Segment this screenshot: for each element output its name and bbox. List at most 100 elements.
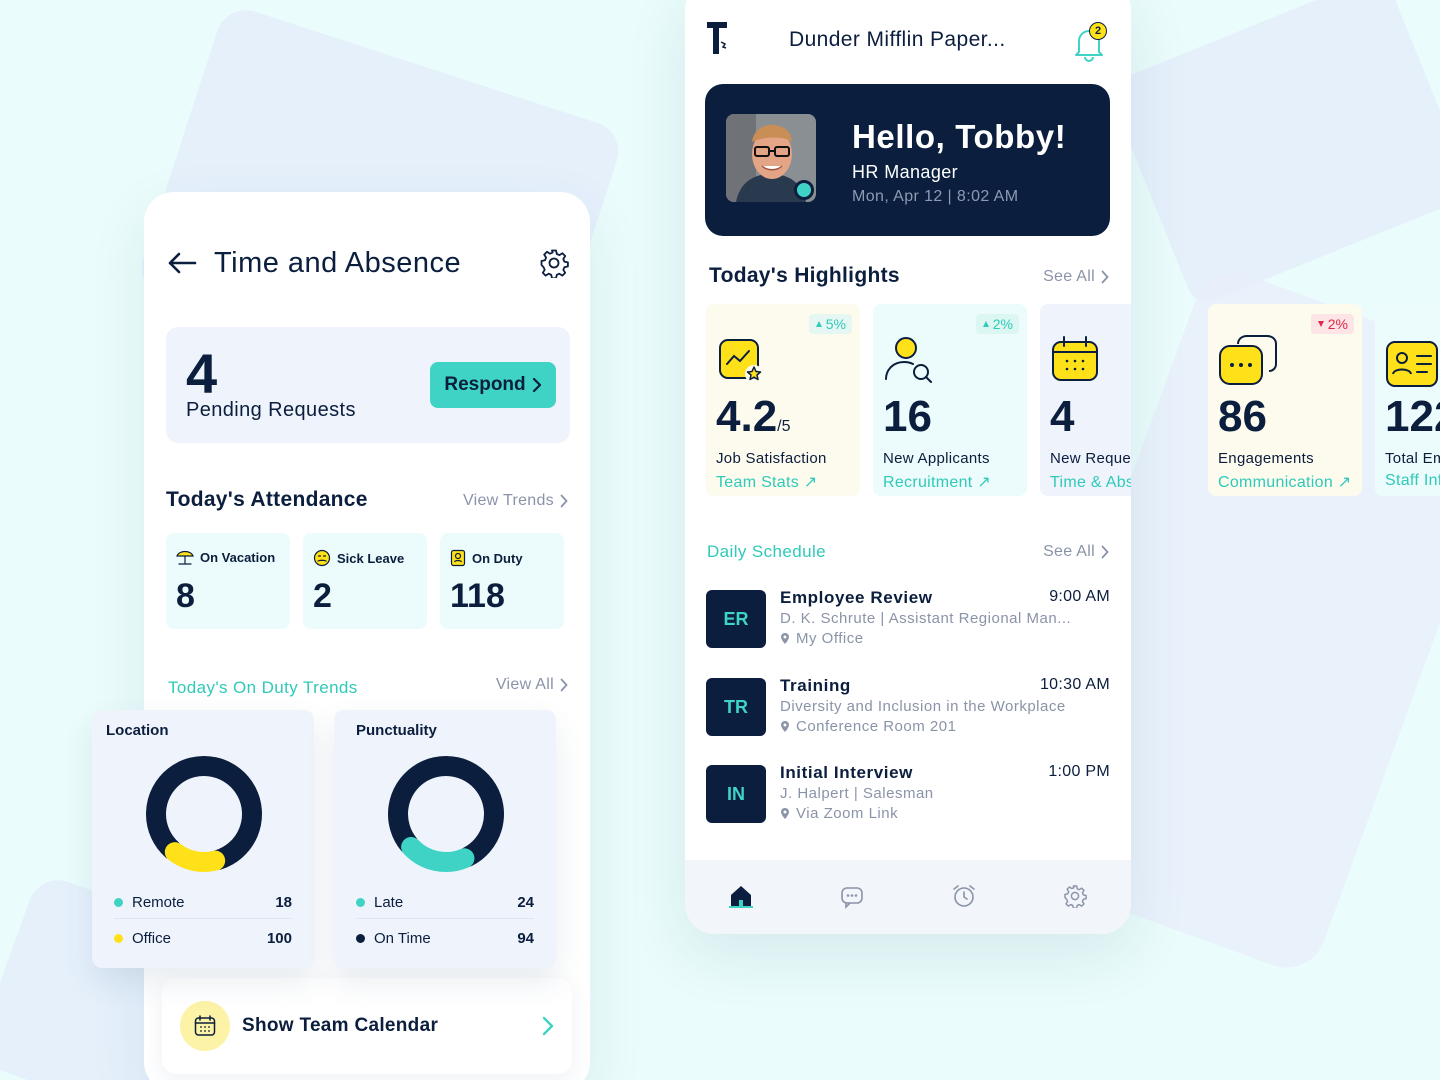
chat-bubbles-icon	[1218, 334, 1278, 393]
avatar[interactable]	[726, 114, 816, 202]
legend-value: 24	[517, 893, 534, 911]
alarm-clock-icon[interactable]	[944, 880, 984, 912]
umbrella-icon	[176, 550, 194, 565]
highlight-link[interactable]: Team Stats ↗	[716, 474, 818, 491]
event-location: My Office	[780, 630, 864, 647]
legend-value: 18	[275, 893, 292, 911]
highlight-card-new-applicants[interactable]: 2% 16 New Applicants Recruitment ↗	[873, 304, 1027, 496]
highlight-card-total-employees[interactable]: 122 Total Employees Staff Info	[1375, 304, 1440, 496]
arrow-up-icon	[982, 321, 989, 327]
show-team-calendar-label: Show Team Calendar	[242, 1015, 439, 1036]
highlight-value: 86	[1218, 392, 1267, 441]
highlight-value: 4.2/5	[716, 392, 791, 441]
company-name: Dunder Mifflin Paper...	[789, 28, 1006, 51]
company-logo	[705, 20, 731, 61]
sick-face-icon	[313, 549, 331, 567]
event-title: Training	[780, 676, 851, 695]
legend-row-remote: Remote 18	[114, 888, 292, 916]
event-time: 9:00 AM	[1049, 588, 1110, 605]
attendance-title: Today's Attendance	[166, 488, 368, 511]
chevron-right-icon	[1101, 270, 1109, 284]
chevron-right-icon	[532, 377, 541, 393]
background-shape	[1105, 0, 1440, 308]
attendance-label: On Vacation	[176, 549, 275, 565]
attendance-card-duty[interactable]: On Duty 118	[440, 533, 564, 629]
highlight-value: 16	[883, 392, 932, 441]
back-arrow-icon[interactable]	[166, 247, 198, 279]
user-search-icon	[883, 334, 933, 389]
arrow-down-icon	[1317, 321, 1324, 327]
pending-requests-card: 4 Pending Requests Respond	[166, 327, 570, 443]
event-subtitle: J. Halpert | Salesman	[780, 785, 934, 802]
highlight-link[interactable]: Staff Info	[1385, 472, 1440, 489]
highlight-card-new-requests[interactable]: 1% 4 New Requests Time & Absence ↗	[1040, 304, 1131, 496]
chevron-right-icon	[560, 678, 568, 692]
legend-dot	[114, 933, 123, 943]
highlight-link[interactable]: Communication ↗	[1218, 474, 1352, 491]
attendance-card-sick[interactable]: Sick Leave 2	[303, 533, 427, 629]
attendance-card-vacation[interactable]: On Vacation 8	[166, 533, 290, 629]
donut-segment-remote	[164, 842, 226, 872]
legend-name: Remote	[132, 893, 185, 911]
punctuality-chart-card: Punctuality Late 24 On Time 94	[334, 710, 556, 968]
highlight-label: New Applicants	[883, 450, 990, 467]
event-time: 1:00 PM	[1048, 763, 1110, 780]
dashboard-lower-section: Daily Schedule See All ER Employee Revie…	[685, 0, 1131, 934]
legend-dot	[356, 897, 365, 907]
location-donut-chart	[146, 756, 262, 872]
badge-icon	[450, 549, 466, 567]
legend-row-late: Late 24	[356, 888, 534, 916]
attendance-label: Sick Leave	[313, 549, 404, 567]
donut-segment-office	[146, 756, 262, 870]
schedule-item[interactable]: IN Initial Interview 1:00 PM J. Halpert …	[706, 755, 1110, 823]
legend-name: Office	[132, 929, 171, 947]
view-trends-link[interactable]: View Trends	[463, 492, 568, 510]
punctuality-donut-chart	[388, 756, 504, 872]
legend-dot	[114, 897, 123, 907]
attendance-value: 118	[450, 577, 505, 615]
gear-icon[interactable]	[538, 247, 570, 279]
highlights-title: Today's Highlights	[709, 264, 900, 287]
chevron-right-icon	[1101, 545, 1109, 559]
schedule-item[interactable]: ER Employee Review 9:00 AM D. K. Schrute…	[706, 580, 1110, 648]
on-duty-trends-title: Today's On Duty Trends	[168, 678, 358, 697]
home-icon[interactable]	[721, 880, 761, 912]
location-pin-icon	[781, 633, 789, 644]
greeting-card: Hello, Tobby! HR Manager Mon, Apr 12 | 8…	[705, 84, 1110, 236]
change-badge: 2%	[1310, 314, 1354, 334]
highlights-see-all-link[interactable]: See All	[1043, 268, 1109, 286]
legend-name: On Time	[374, 929, 431, 947]
location-pin-icon	[781, 721, 789, 732]
highlight-label: Total Employees	[1385, 450, 1440, 467]
see-all-label: See All	[1043, 543, 1095, 560]
highlight-card-engagements[interactable]: 2% 86 Engagements Communication ↗	[1208, 304, 1362, 496]
schedule-item[interactable]: TR Training 10:30 AM Diversity and Inclu…	[706, 668, 1110, 736]
legend-name: Late	[374, 893, 404, 911]
highlight-link[interactable]: Recruitment ↗	[883, 474, 992, 491]
legend-row-office: Office 100	[114, 924, 292, 952]
event-subtitle: Diversity and Inclusion in the Workplace	[780, 698, 1066, 715]
donut-segment-late	[401, 836, 475, 872]
user-role: HR Manager	[852, 162, 959, 182]
punctuality-title: Punctuality	[356, 722, 437, 739]
chevron-right-icon	[542, 1016, 554, 1036]
gear-icon[interactable]	[1055, 880, 1095, 912]
chart-star-icon	[716, 334, 766, 389]
event-initials-badge: IN	[706, 765, 766, 823]
highlight-value: 122	[1385, 392, 1440, 441]
attendance-value: 2	[313, 577, 332, 615]
event-initials-badge: TR	[706, 678, 766, 736]
legend-value: 94	[517, 929, 534, 947]
respond-button[interactable]: Respond	[430, 362, 556, 408]
highlight-link[interactable]: Time & Absence ↗	[1050, 474, 1131, 491]
event-location: Via Zoom Link	[780, 805, 898, 822]
divider	[356, 918, 534, 919]
calendar-icon	[1050, 334, 1100, 389]
chat-icon[interactable]	[832, 880, 872, 912]
show-team-calendar-button[interactable]: Show Team Calendar	[162, 978, 572, 1074]
schedule-see-all-link[interactable]: See All	[1043, 543, 1109, 561]
view-all-link[interactable]: View All	[496, 676, 568, 694]
location-title: Location	[106, 722, 169, 739]
highlight-card-job-satisfaction[interactable]: 5% 4.2/5 Job Satisfaction Team Stats ↗	[706, 304, 860, 496]
notification-bell[interactable]: 2	[1073, 22, 1109, 62]
